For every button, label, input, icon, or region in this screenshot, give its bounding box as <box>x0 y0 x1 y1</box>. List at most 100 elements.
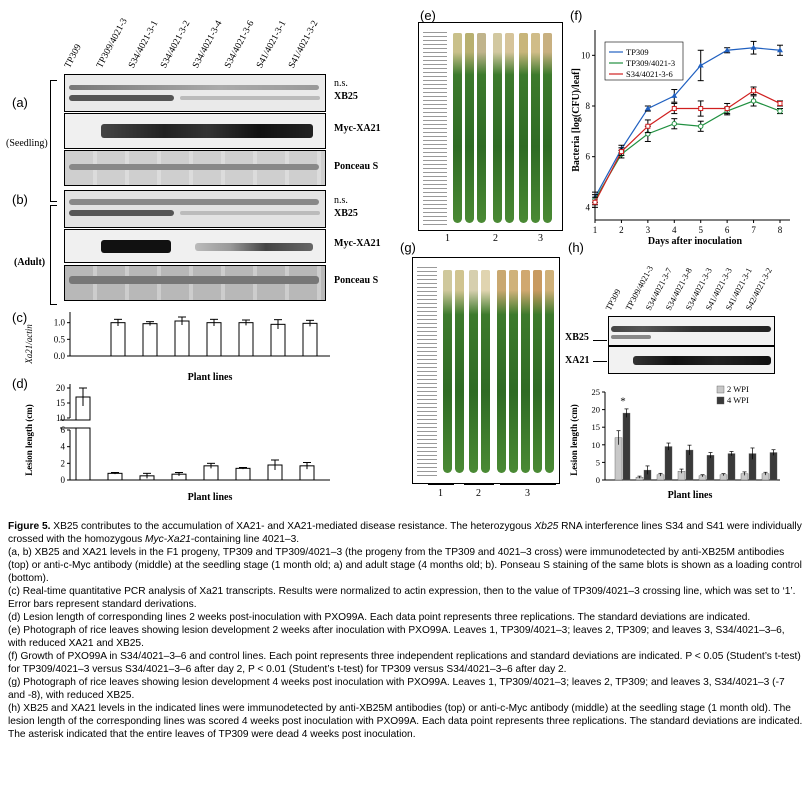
h-lane-label: TP309 <box>603 287 623 312</box>
caption-intro-2: RNA interference lines S34 and S41 were … <box>8 521 802 545</box>
lane-label: S34/4021-3-2 <box>159 19 193 70</box>
caption-title: Figure 5. <box>8 521 51 532</box>
seedling-xb25-label: XB25 <box>334 91 358 102</box>
panel-h-bar <box>664 446 673 481</box>
panel-f-label: (f) <box>570 8 583 23</box>
adult-ns-label: n.s. <box>334 195 348 206</box>
panel-f-point <box>671 121 677 127</box>
panel-e-photo <box>418 22 563 231</box>
caption-f: (f) Growth of PXO99A in S34/4021–3–6 and… <box>8 651 801 675</box>
panel-f-point <box>592 199 598 205</box>
adult-bracket <box>50 205 57 305</box>
panel-h-ytick-label: 25 <box>592 387 601 397</box>
panel-d-ytick-label: 2 <box>61 458 66 468</box>
panel-f-ylabel: Bacteria [log(CFU)/leaf] <box>571 68 582 172</box>
panel-f-xtick-label: 2 <box>619 225 624 235</box>
panel-f-chart: 10 8 6 4 1 2 3 4 5 6 7 8 TP309TP309/4021-3S34/4021-3… <box>571 30 790 247</box>
panel-c-ylabel: Xa21/actin <box>24 324 34 365</box>
leaf <box>545 270 554 473</box>
panel-c-bar <box>302 322 318 357</box>
panel-h-bar <box>769 452 778 481</box>
caption-c: (c) Real-time quantitative PCR analysis … <box>8 586 796 610</box>
lane-label: S41/4021-3-2 <box>287 19 321 70</box>
panel-h-bar <box>706 455 715 481</box>
panel-f-point <box>645 123 651 129</box>
panel-d-ytick-label: 15 <box>56 398 66 408</box>
leaf <box>481 270 490 473</box>
panel-f-point <box>777 47 783 53</box>
seedling-label: (Seedling) <box>6 138 48 149</box>
panel-h-ytick-label: 10 <box>592 440 601 450</box>
panel-e-group-1: 1 <box>445 233 450 244</box>
panel-h-xa21-blot <box>608 346 775 374</box>
panel-h-ytick-label: 5 <box>596 457 600 467</box>
panel-f-point <box>671 92 678 98</box>
panel-d-label: (d) <box>12 376 28 391</box>
panel-f-ytick-label: 6 <box>586 152 591 162</box>
panel-c-ytick-label: 0.5 <box>54 334 66 344</box>
leaf <box>453 33 462 223</box>
panel-f-series-line <box>594 100 781 201</box>
seedling-ns-label: n.s. <box>334 78 348 89</box>
panel-c-chart: 1.0 0.5 0.0 Xa21/actin Plant lines <box>24 312 330 383</box>
panel-f-series-line <box>594 90 781 203</box>
panel-h-ytick-label: 15 <box>592 422 601 432</box>
panel-f-series-line <box>594 47 781 198</box>
leaf <box>509 270 518 473</box>
adult-myc-xa21-blot <box>64 229 326 263</box>
leaf <box>469 270 478 473</box>
panel-c-bar <box>174 320 190 357</box>
panel-h-legend-label: 4 WPI <box>727 395 749 405</box>
caption-g: (g) Photograph of rice leaves showing le… <box>8 677 785 701</box>
panel-f-ytick-label: 4 <box>586 202 591 212</box>
panel-f-legend-label: TP309 <box>626 47 649 57</box>
panel-c-bar <box>110 322 126 357</box>
panel-h-label: (h) <box>568 240 584 255</box>
panel-g-group-1: 1 <box>438 488 443 499</box>
leaf <box>465 33 474 223</box>
panel-h-xa21-label: XA21 <box>565 355 590 366</box>
caption-intro-1: XB25 contributes to the accumulation of … <box>50 521 535 532</box>
panel-g-group-2: 2 <box>476 488 481 499</box>
panel-h-ylabel: Lesion length (cm) <box>569 404 579 476</box>
caption-ab: (a, b) XB25 and XA21 levels in the F1 pr… <box>8 547 802 584</box>
lane-label: TP309/4021-3 <box>95 16 130 71</box>
panel-h-legend-label: 2 WPI <box>727 384 749 394</box>
seedling-myc-label: Myc-XA21 <box>334 123 381 134</box>
panel-b-label: (b) <box>12 192 28 207</box>
panel-h-bar <box>622 412 631 481</box>
caption-intro-gene: Xb25 <box>534 521 559 532</box>
panel-d-bar <box>235 467 251 481</box>
panel-e-label: (e) <box>420 8 436 23</box>
panel-f-xtick-label: 4 <box>672 225 677 235</box>
adult-xb25-label: XB25 <box>334 208 358 219</box>
lane-label: S34/4021-3-6 <box>223 19 257 70</box>
panel-f-legend-label: TP309/4021-3 <box>626 58 675 68</box>
panel-d-bar <box>107 472 123 481</box>
leaf <box>519 33 528 223</box>
panel-f-point <box>698 106 704 112</box>
panel-f-point <box>644 105 651 111</box>
panel-f-point <box>750 98 757 104</box>
leaf <box>443 270 452 473</box>
panel-h-bar <box>727 453 736 481</box>
panel-h-legend-swatch <box>716 396 725 405</box>
leaf <box>521 270 530 473</box>
panel-c-label: (c) <box>12 310 28 325</box>
panel-d-ylabel: Lesion length (cm) <box>24 404 34 476</box>
panel-f-xtick-label: 7 <box>751 225 756 235</box>
panel-f-point <box>724 47 731 53</box>
panel-h-asterisk: * <box>620 396 626 408</box>
leaf <box>455 270 464 473</box>
caption-intro-gene-2: Myc-Xa21 <box>145 534 191 545</box>
panel-f-xlabel: Days after inoculation <box>648 236 743 247</box>
adult-label: (Adult) <box>14 257 46 268</box>
lane-label: TP309 <box>63 42 84 70</box>
panel-h-xb25-blot <box>608 316 775 346</box>
panel-d-bar-lower <box>75 427 91 481</box>
leaf <box>543 33 552 223</box>
panel-d-ytick-label: 10 <box>56 413 66 423</box>
caption-d: (d) Lesion length of corresponding lines… <box>8 612 751 623</box>
